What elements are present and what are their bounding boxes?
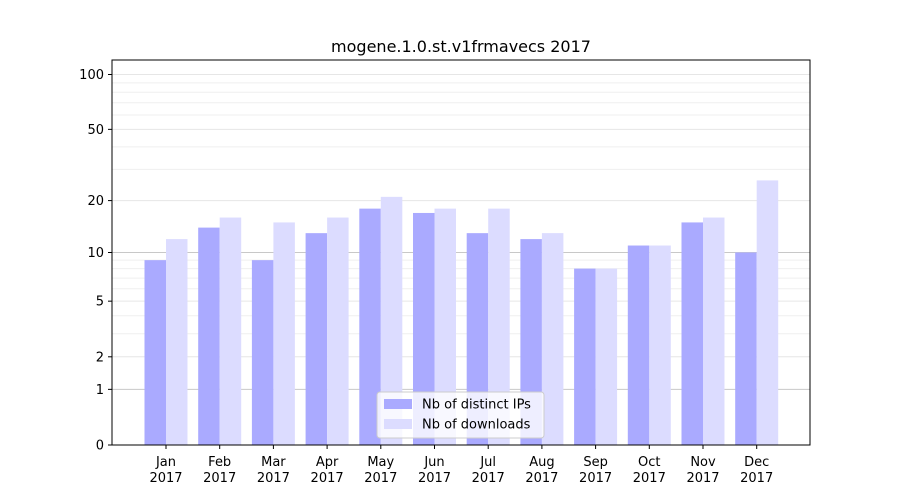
x-axis: Jan 2017 Feb 2017 Mar 2017 Apr 2017 May 2017 Jun 20…	[149, 445, 773, 486]
bar-distinct-ips	[735, 252, 757, 445]
bar-downloads	[595, 268, 618, 445]
legend-swatch	[384, 419, 412, 429]
legend: Nb of distinct IPs Nb of downloads	[376, 391, 545, 439]
x-tick-label: Apr 2017	[311, 455, 344, 486]
bar-downloads	[380, 196, 403, 445]
bar-distinct-ips	[251, 260, 274, 445]
bar-distinct-ips	[681, 222, 703, 445]
legend-label: Nb of distinct IPs	[422, 398, 531, 413]
x-tick-label: Aug 2017	[525, 455, 558, 486]
bar-downloads	[434, 208, 456, 445]
x-tick-label: Feb 2017	[203, 455, 236, 486]
legend-box	[376, 391, 545, 439]
legend-swatch	[384, 399, 412, 409]
x-tick-label: Jul 2017	[472, 455, 505, 486]
y-tick-label: 10	[87, 246, 104, 261]
bar-downloads	[488, 208, 510, 445]
y-axis: 0 1 2 5 10 20 50 100	[79, 68, 112, 454]
y-tick-label: 100	[79, 68, 104, 83]
x-tick-label: May 2017	[364, 455, 397, 486]
bar-downloads	[703, 217, 725, 445]
bar-distinct-ips	[144, 260, 166, 445]
y-tick-label: 50	[87, 123, 104, 138]
x-tick-label: Mar 2017	[257, 455, 290, 486]
x-tick-label: Jun 2017	[418, 455, 451, 486]
x-tick-label: Oct 2017	[633, 455, 666, 486]
bar-downloads	[273, 222, 295, 445]
x-tick-label: Sep 2017	[579, 455, 612, 486]
y-tick-label: 2	[96, 350, 104, 365]
bar-distinct-ips	[574, 268, 596, 445]
bar-distinct-ips	[359, 208, 381, 445]
bar-distinct-ips	[198, 227, 220, 445]
y-tick-label: 20	[87, 194, 104, 209]
chart-title: mogene.1.0.st.v1frmavecs 2017	[331, 37, 591, 56]
bar-downloads	[756, 180, 779, 446]
y-tick-label: 0	[96, 439, 104, 454]
x-tick-label: Dec 2017	[740, 455, 773, 486]
bar-downloads	[541, 233, 564, 445]
x-tick-label: Nov 2017	[686, 455, 719, 486]
legend-label: Nb of downloads	[422, 418, 531, 433]
bar-downloads	[327, 217, 349, 445]
y-tick-label: 1	[96, 383, 104, 398]
y-tick-label: 5	[96, 295, 104, 310]
x-tick-label: Jan 2017	[149, 455, 182, 486]
bar-distinct-ips	[305, 233, 328, 445]
bar-distinct-ips	[413, 212, 435, 445]
bar-downloads	[649, 245, 671, 445]
bar-distinct-ips	[627, 245, 650, 445]
bar-downloads	[219, 217, 242, 445]
bar-downloads	[166, 239, 188, 445]
